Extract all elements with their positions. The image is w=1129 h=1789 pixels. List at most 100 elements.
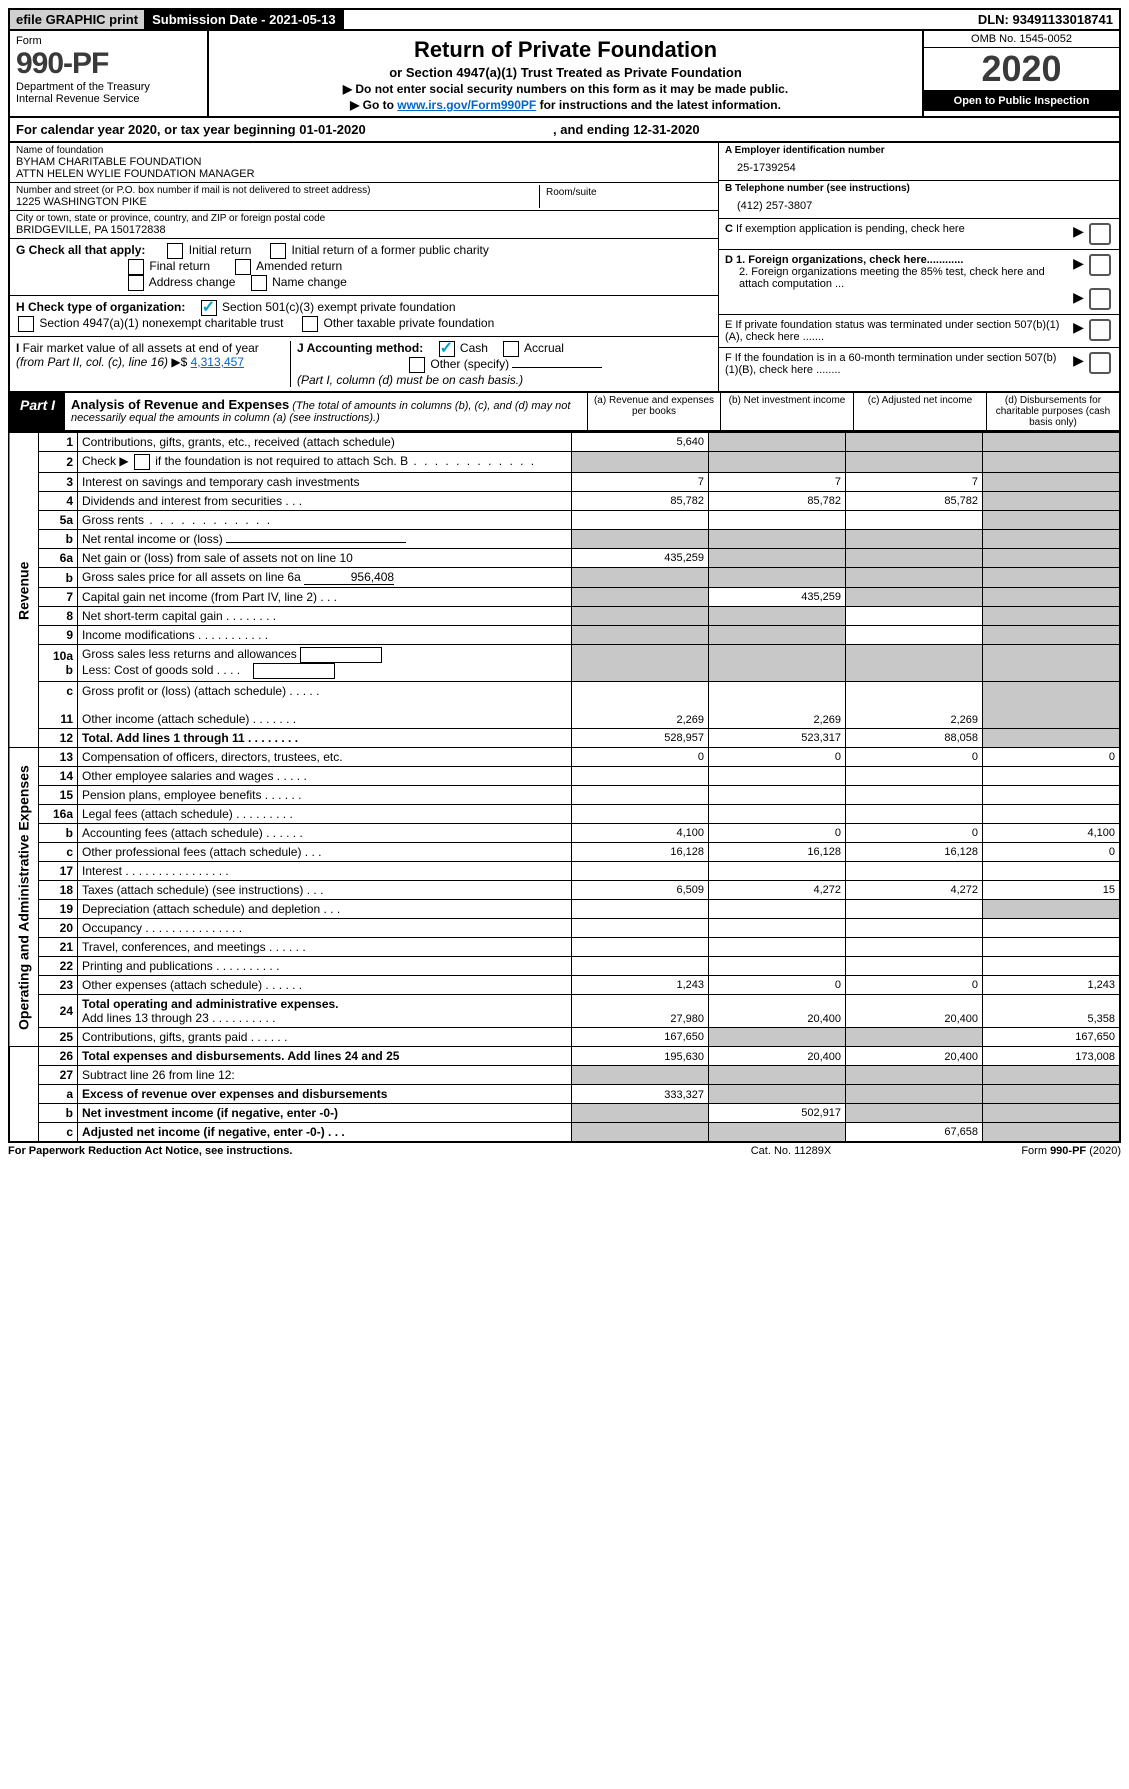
table-row: 9 Income modifications . . . . . . . . .… <box>9 626 1120 645</box>
city-label: City or town, state or province, country… <box>16 213 712 224</box>
table-row: 5a Gross rents <box>9 511 1120 530</box>
address: 1225 WASHINGTON PIKE <box>16 196 539 208</box>
form-title: Return of Private Foundation <box>217 37 914 63</box>
table-row: 10ab Gross sales less returns and allowa… <box>9 645 1120 682</box>
table-row: b Net investment income (if negative, en… <box>9 1104 1120 1123</box>
chk-other-taxable[interactable] <box>302 316 318 332</box>
chk-60month[interactable] <box>1089 352 1111 374</box>
table-row: 24 Total operating and administrative ex… <box>9 995 1120 1028</box>
omb-number: OMB No. 1545-0052 <box>924 31 1119 48</box>
table-row: Revenue 1 Contributions, gifts, grants, … <box>9 433 1120 452</box>
fmv-value[interactable]: 4,313,457 <box>191 355 244 369</box>
table-row: 19Depreciation (attach schedule) and dep… <box>9 900 1120 919</box>
table-row: 23 Other expenses (attach schedule) . . … <box>9 976 1120 995</box>
form-header: Form 990-PF Department of the Treasury I… <box>8 31 1121 118</box>
paperwork-notice: For Paperwork Reduction Act Notice, see … <box>8 1145 661 1157</box>
table-row: c Adjusted net income (if negative, ente… <box>9 1123 1120 1143</box>
section-h: H Check type of organization: Section 50… <box>10 296 718 337</box>
table-row: b Gross sales price for all assets on li… <box>9 568 1120 588</box>
table-row: 12 Total. Add lines 1 through 11 . . . .… <box>9 729 1120 748</box>
address-label: Number and street (or P.O. box number if… <box>16 185 539 196</box>
irs-label: Internal Revenue Service <box>16 93 201 105</box>
table-row: a Excess of revenue over expenses and di… <box>9 1085 1120 1104</box>
chk-amended[interactable] <box>235 259 251 275</box>
chk-status-terminated[interactable] <box>1089 319 1111 341</box>
submission-date: Submission Date - 2021-05-13 <box>146 10 344 29</box>
f-label: F If the foundation is in a 60-month ter… <box>725 352 1073 376</box>
irs-link[interactable]: www.irs.gov/Form990PF <box>397 98 536 112</box>
table-row: Operating and Administrative Expenses 13… <box>9 748 1120 767</box>
dept-treasury: Department of the Treasury <box>16 81 201 93</box>
chk-final-return[interactable] <box>128 259 144 275</box>
table-row: 6a Net gain or (loss) from sale of asset… <box>9 549 1120 568</box>
efile-print-button[interactable]: efile GRAPHIC print <box>10 10 146 29</box>
calendar-year-row: For calendar year 2020, or tax year begi… <box>8 118 1121 143</box>
table-row: 16aLegal fees (attach schedule) . . . . … <box>9 805 1120 824</box>
city-state-zip: BRIDGEVILLE, PA 150172838 <box>16 224 712 236</box>
phone-label: B Telephone number (see instructions) <box>725 183 910 194</box>
phone-value: (412) 257-3807 <box>725 194 1113 216</box>
chk-initial-former[interactable] <box>270 243 286 259</box>
table-row: 8 Net short-term capital gain . . . . . … <box>9 607 1120 626</box>
form-number: 990-PF <box>16 47 201 81</box>
table-row: 3 Interest on savings and temporary cash… <box>9 473 1120 492</box>
table-row: 20Occupancy . . . . . . . . . . . . . . … <box>9 919 1120 938</box>
table-row: 21Travel, conferences, and meetings . . … <box>9 938 1120 957</box>
chk-accrual[interactable] <box>503 341 519 357</box>
chk-85pct[interactable] <box>1089 288 1111 310</box>
chk-4947a1[interactable] <box>18 316 34 332</box>
table-row: b Accounting fees (attach schedule) . . … <box>9 824 1120 843</box>
form-footer: Form 990-PF (2020) <box>921 1145 1121 1157</box>
entity-info: Name of foundation BYHAM CHARITABLE FOUN… <box>8 143 1121 393</box>
table-row: 15Pension plans, employee benefits . . .… <box>9 786 1120 805</box>
table-row: 14Other employee salaries and wages . . … <box>9 767 1120 786</box>
table-row: 27 Subtract line 26 from line 12: <box>9 1066 1120 1085</box>
part1-label: Part I <box>10 393 65 430</box>
chk-address-change[interactable] <box>128 275 144 291</box>
table-row: 25 Contributions, gifts, grants paid . .… <box>9 1028 1120 1047</box>
chk-name-change[interactable] <box>251 275 267 291</box>
col-c-header: (c) Adjusted net income <box>853 393 986 430</box>
ein-value: 25-1739254 <box>725 156 1113 178</box>
form-subtitle: or Section 4947(a)(1) Trust Treated as P… <box>217 65 914 80</box>
d1-label: D 1. Foreign organizations, check here..… <box>725 254 1069 266</box>
name-label: Name of foundation <box>16 145 712 156</box>
foundation-name: BYHAM CHARITABLE FOUNDATION <box>16 156 712 168</box>
table-row: 4 Dividends and interest from securities… <box>9 492 1120 511</box>
table-row: 22Printing and publications . . . . . . … <box>9 957 1120 976</box>
c-label: If exemption application is pending, che… <box>736 223 965 235</box>
table-row: 18 Taxes (attach schedule) (see instruct… <box>9 881 1120 900</box>
foundation-attn: ATTN HELEN WYLIE FOUNDATION MANAGER <box>16 168 712 180</box>
chk-exemption-pending[interactable] <box>1089 223 1111 245</box>
form-note-1: ▶ Do not enter social security numbers o… <box>217 82 914 96</box>
chk-sch-b[interactable] <box>134 454 150 470</box>
revenue-side-label: Revenue <box>9 433 39 748</box>
e-label: E If private foundation status was termi… <box>725 319 1073 343</box>
table-row: c11 Gross profit or (loss) (attach sched… <box>9 682 1120 729</box>
chk-501c3[interactable] <box>201 300 217 316</box>
table-row: 7 Capital gain net income (from Part IV,… <box>9 588 1120 607</box>
table-row: 26 Total expenses and disbursements. Add… <box>9 1047 1120 1066</box>
form-word: Form <box>16 35 201 47</box>
chk-other-method[interactable] <box>409 357 425 373</box>
chk-initial-return[interactable] <box>167 243 183 259</box>
col-b-header: (b) Net investment income <box>720 393 853 430</box>
cat-no: Cat. No. 11289X <box>661 1145 921 1157</box>
dln: DLN: 93491133018741 <box>972 10 1119 29</box>
section-g: G Check all that apply: Initial return I… <box>10 239 718 296</box>
part1-title: Analysis of Revenue and Expenses <box>71 397 289 412</box>
top-bar: efile GRAPHIC print Submission Date - 20… <box>8 8 1121 31</box>
table-row: c Other professional fees (attach schedu… <box>9 843 1120 862</box>
open-to-public: Open to Public Inspection <box>924 91 1119 111</box>
ein-label: A Employer identification number <box>725 145 885 156</box>
col-d-header: (d) Disbursements for charitable purpose… <box>986 393 1119 430</box>
d2-label: 2. Foreign organizations meeting the 85%… <box>725 266 1069 290</box>
chk-cash[interactable] <box>439 341 455 357</box>
table-row: 2 Check ▶ if the foundation is not requi… <box>9 452 1120 473</box>
chk-foreign-org[interactable] <box>1089 254 1111 276</box>
expenses-side-label: Operating and Administrative Expenses <box>9 748 39 1047</box>
page-footer: For Paperwork Reduction Act Notice, see … <box>8 1143 1121 1157</box>
j-label: J Accounting method: <box>297 341 423 355</box>
part1-header: Part I Analysis of Revenue and Expenses … <box>8 393 1121 432</box>
tax-year: 2020 <box>924 48 1119 91</box>
